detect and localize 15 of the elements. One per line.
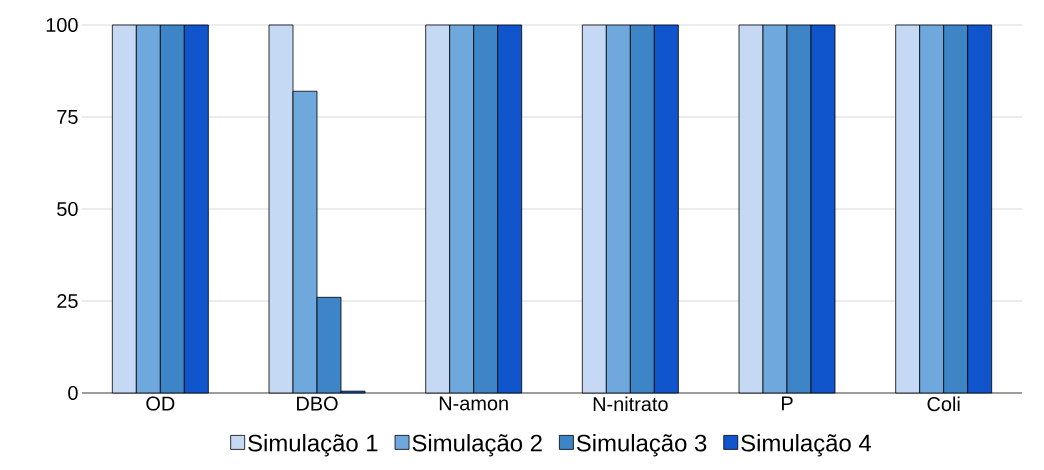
legend-label: Simulação 2 (412, 433, 542, 457)
x-tick-label: N-nitrato (593, 396, 668, 412)
x-tick-label: P (782, 396, 793, 411)
legend-label: Simulação 1 (248, 433, 378, 457)
y-tick-label: 0 (68, 385, 78, 401)
legend-label: Simulação 3 (576, 433, 707, 457)
x-tick-label: Coli (927, 396, 960, 412)
y-tick-label: 75 (57, 110, 78, 124)
x-tick-label: N-amon (439, 396, 508, 411)
y-tick-label: 100 (46, 17, 78, 33)
y-tick-label: 25 (57, 293, 78, 309)
legend-label: Simulação 4 (741, 433, 871, 457)
y-tick-label: 50 (57, 201, 78, 217)
x-tick-label: DBO (297, 396, 338, 411)
x-tick-label: OD (146, 396, 175, 411)
